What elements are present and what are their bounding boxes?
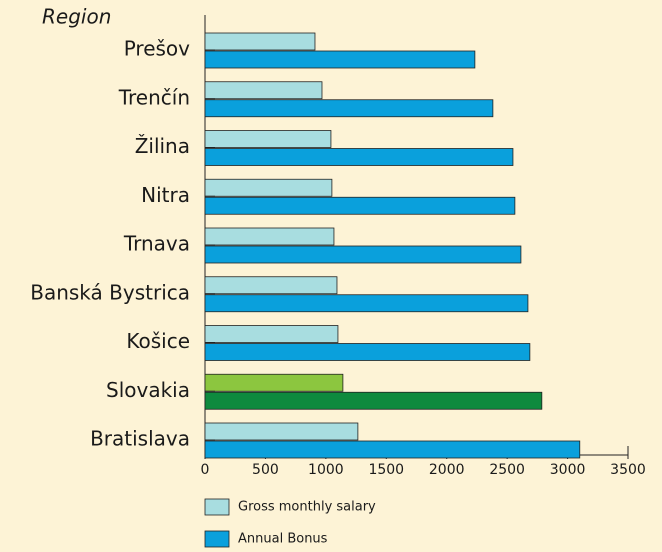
bar: [204, 196, 516, 215]
bar: [204, 422, 359, 441]
legend-label: Annual Bonus: [238, 532, 328, 547]
axis-title: Region: [42, 5, 111, 29]
bar: [204, 325, 339, 343]
category-label: Žilina: [135, 134, 190, 158]
x-tick-label: 2000: [429, 462, 465, 478]
category-label: Trnava: [123, 232, 190, 256]
bar: [204, 148, 514, 166]
x-tick-label: 1000: [308, 462, 344, 478]
category-label: Bratislava: [90, 427, 190, 451]
category-label: Nitra: [141, 183, 190, 207]
x-tick-label: 3500: [610, 462, 646, 478]
legend-swatch: [204, 498, 230, 516]
category-label: Košice: [126, 329, 190, 353]
bar: [204, 373, 344, 392]
legend-swatch: [204, 530, 230, 548]
bar: [204, 227, 335, 246]
bar: [204, 391, 543, 410]
x-tick-label: 0: [201, 462, 210, 478]
x-tick-label: 3000: [550, 462, 586, 478]
x-tick-label: 500: [252, 462, 279, 478]
bar: [204, 440, 581, 459]
bar: [204, 130, 332, 148]
bar: [204, 81, 323, 100]
category-label: Banská Bystrica: [30, 280, 190, 304]
bar: [204, 245, 522, 264]
bar: [204, 343, 531, 361]
bar: [204, 99, 494, 118]
bar: [204, 178, 333, 197]
bar: [204, 276, 338, 295]
bar: [204, 294, 529, 313]
x-tick-label: 1500: [368, 462, 404, 478]
category-label: Trenčín: [118, 85, 190, 109]
bar: [204, 32, 316, 51]
bar: [204, 50, 476, 69]
legend-label: Gross monthly salary: [238, 500, 376, 515]
category-label: Prešov: [124, 37, 190, 61]
x-tick-label: 2500: [489, 462, 525, 478]
category-label: Slovakia: [106, 378, 190, 402]
